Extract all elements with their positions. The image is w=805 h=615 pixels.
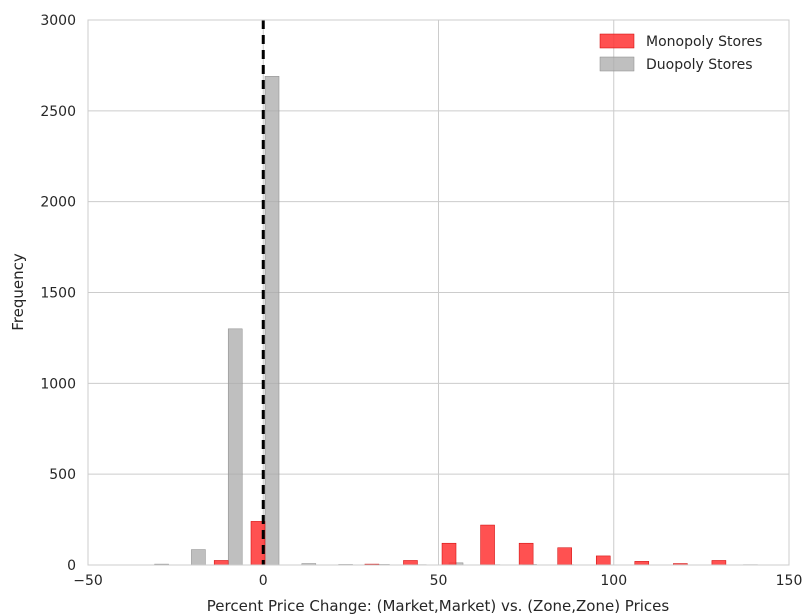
y-axis-label: Frequency <box>9 253 27 331</box>
legend-label-monopoly: Monopoly Stores <box>646 34 762 50</box>
x-tick-label: 0 <box>259 573 268 589</box>
duopoly-bar <box>191 549 206 566</box>
y-tick-label: 500 <box>49 467 76 483</box>
monopoly-bar <box>595 555 611 566</box>
duopoly-bars <box>154 76 758 566</box>
legend-label-duopoly: Duopoly Stores <box>646 57 753 73</box>
monopoly-bars <box>213 521 727 566</box>
monopoly-bar <box>441 542 457 566</box>
legend-swatch-monopoly <box>599 33 635 49</box>
y-tick-label: 1500 <box>40 286 76 302</box>
y-tick-label: 1000 <box>40 376 76 392</box>
y-tick-label: 2000 <box>40 195 76 211</box>
x-tick-label: 100 <box>600 573 627 589</box>
monopoly-bar <box>403 560 418 566</box>
duopoly-bar <box>227 328 243 566</box>
x-tick-labels: −50 0 50 100 150 <box>73 573 802 589</box>
monopoly-bar <box>250 521 266 566</box>
y-tick-label: 0 <box>67 558 76 574</box>
y-tick-label: 3000 <box>40 13 76 29</box>
duopoly-bar <box>264 76 280 566</box>
monopoly-bar <box>480 524 495 566</box>
plot-frame <box>87 19 790 566</box>
x-axis-label: Percent Price Change: (Market,Market) vs… <box>207 597 670 615</box>
monopoly-bar <box>634 561 650 566</box>
monopoly-bar <box>518 542 534 566</box>
legend-swatch-duopoly <box>599 56 635 72</box>
monopoly-bar <box>213 560 229 566</box>
legend: Monopoly Stores Duopoly Stores <box>599 33 762 73</box>
y-tick-labels: 0 500 1000 1500 2000 2500 3000 <box>40 13 76 574</box>
x-tick-label: 50 <box>430 573 448 589</box>
y-tick-label: 2500 <box>40 104 76 120</box>
x-tick-label: −50 <box>73 573 103 589</box>
x-tick-label: 150 <box>776 573 803 589</box>
monopoly-bar <box>711 560 727 566</box>
monopoly-bar <box>557 547 572 566</box>
